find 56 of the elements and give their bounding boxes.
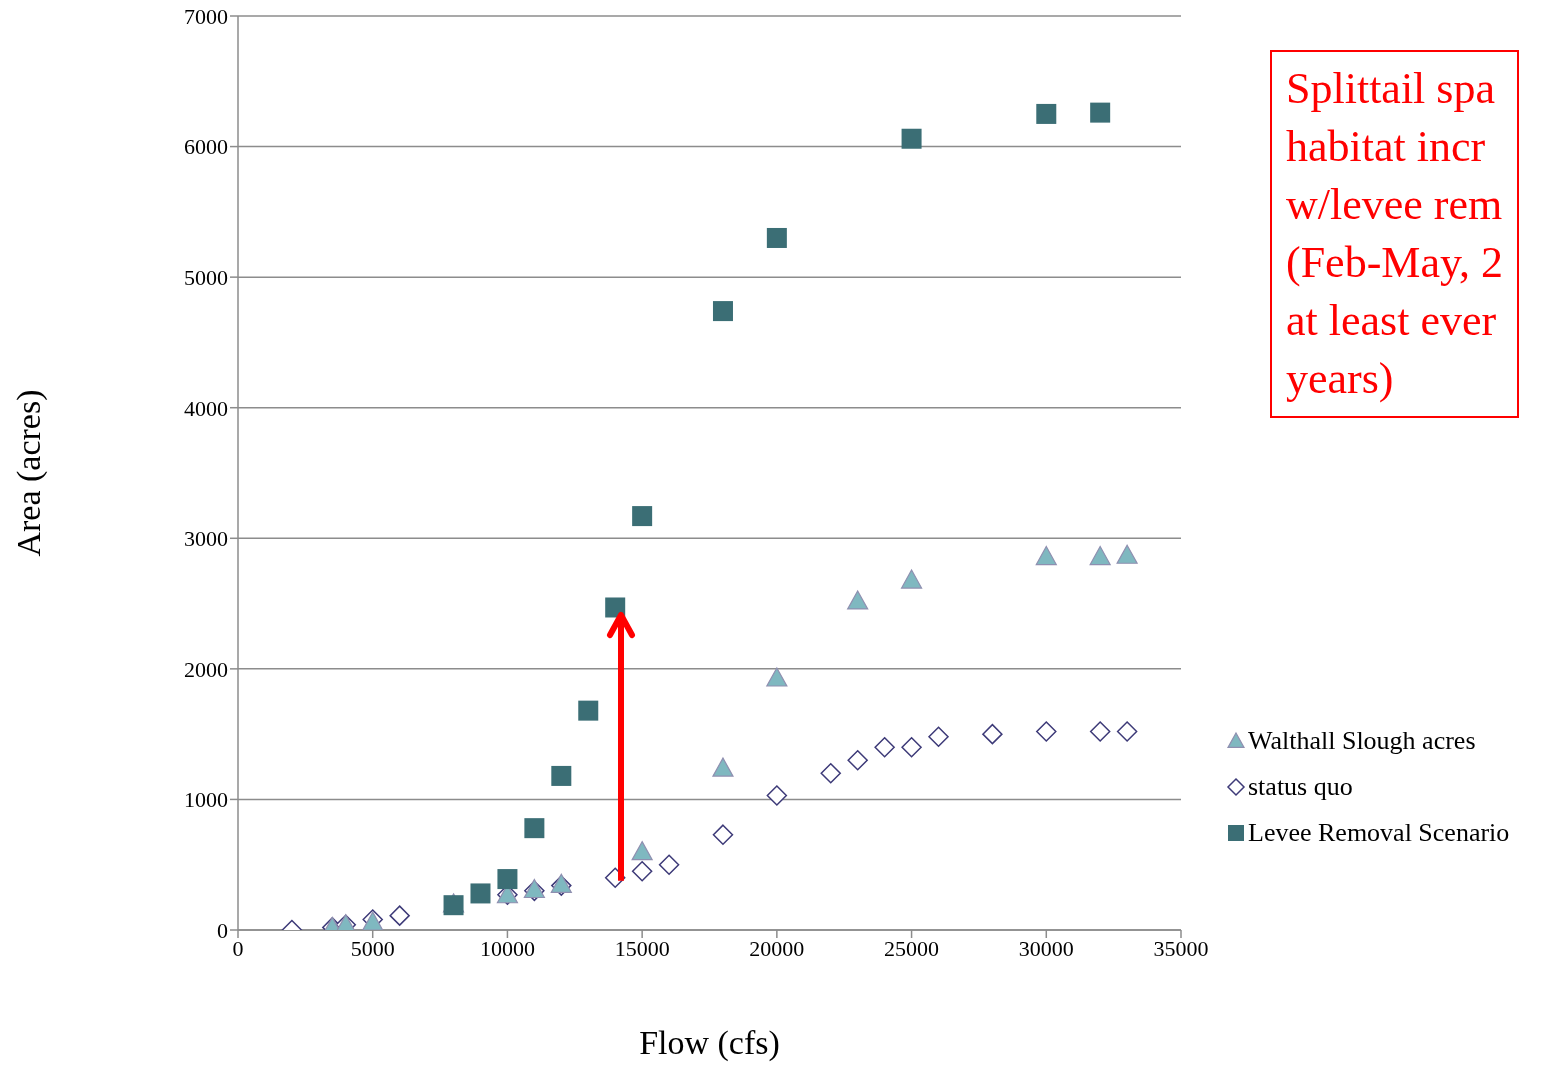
y-axis-title: Area (acres)	[10, 389, 49, 557]
point	[712, 757, 734, 777]
y-tick-label: 0	[217, 917, 228, 943]
point	[631, 841, 653, 861]
point	[1089, 545, 1111, 566]
point	[470, 883, 491, 904]
y-tick-label: 3000	[184, 526, 228, 552]
point	[1116, 544, 1138, 564]
point	[551, 765, 572, 786]
point	[1089, 721, 1111, 742]
point	[578, 700, 599, 721]
point	[658, 854, 680, 875]
point	[389, 905, 410, 926]
y-tick-label: 1000	[184, 787, 228, 813]
x-tick-label: 25000	[884, 935, 940, 961]
x-tick-label: 20000	[749, 935, 805, 961]
x-tick-label: 10000	[479, 935, 535, 961]
x-tick-label: 0	[232, 935, 244, 961]
point	[1116, 721, 1138, 742]
y-tick-label: 5000	[184, 264, 228, 290]
point	[900, 569, 923, 589]
point	[766, 227, 787, 248]
x-axis-title: Flow (cfs)	[639, 1024, 780, 1062]
point	[1036, 103, 1057, 124]
point	[1035, 545, 1057, 566]
legend-label: status quo	[1248, 771, 1353, 803]
point	[712, 301, 733, 322]
legend-label: Walthall Slough acres	[1248, 725, 1476, 757]
y-tick-label: 2000	[184, 656, 228, 682]
point	[1090, 102, 1111, 123]
point	[632, 506, 653, 527]
point	[820, 763, 841, 784]
point	[982, 723, 1003, 745]
point	[901, 128, 922, 149]
point	[524, 818, 545, 839]
y-tick-label: 6000	[184, 134, 228, 160]
x-tick-label: 35000	[1153, 935, 1209, 961]
point	[847, 590, 869, 610]
x-tick-label: 5000	[350, 935, 395, 961]
point	[847, 750, 868, 771]
y-tick-label: 7000	[184, 3, 228, 29]
x-tick-label: 30000	[1018, 935, 1074, 961]
point	[497, 869, 518, 890]
point	[1036, 721, 1057, 742]
point	[928, 726, 949, 747]
legend-label: Levee Removal Scenario	[1248, 817, 1510, 849]
point	[631, 860, 653, 882]
point	[605, 597, 626, 618]
text: Splittail spa habitat incr w/levee rem (Feb-May, 2 at least ever years)	[1270, 50, 1520, 418]
point	[766, 785, 788, 806]
y-tick-label: 4000	[184, 395, 228, 421]
point	[712, 824, 734, 845]
point	[901, 736, 922, 758]
point	[766, 667, 788, 687]
x-tick-label: 15000	[614, 935, 670, 961]
point	[874, 736, 895, 758]
